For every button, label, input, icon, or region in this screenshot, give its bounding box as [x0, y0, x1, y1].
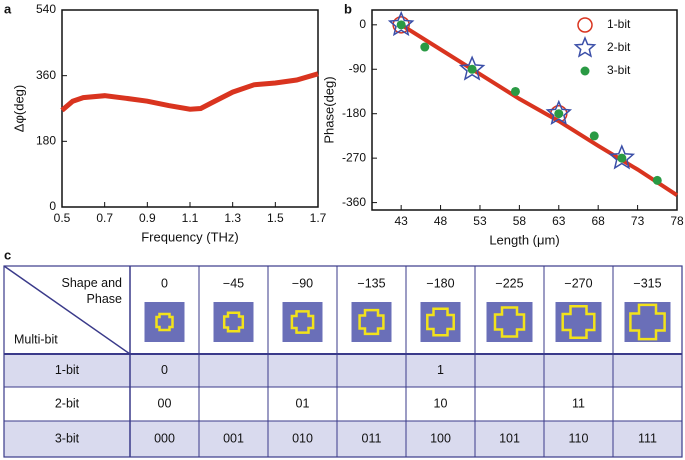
point [608, 144, 636, 170]
y-tick-label: -90 [349, 61, 367, 75]
column-header: −135 [357, 276, 385, 290]
point [458, 55, 486, 81]
point [510, 86, 520, 96]
x-tick-label: 1.1 [182, 211, 199, 225]
unit-cell-shape [561, 304, 596, 340]
point [545, 99, 573, 125]
legend-marker [580, 66, 590, 76]
row-shade [4, 354, 682, 387]
table-cell: 010 [292, 431, 313, 445]
unit-cell-shape [155, 312, 174, 332]
x-tick-label: 0.7 [96, 211, 113, 225]
column-header: −270 [564, 276, 592, 290]
x-axis-label: Frequency (THz) [141, 229, 239, 244]
unit-cell-shape [629, 303, 666, 341]
x-tick-label: 43 [394, 214, 408, 228]
table-cell: 110 [569, 431, 589, 445]
table-cell: 10 [434, 396, 448, 410]
panel-label: a [4, 1, 12, 16]
column-header: −225 [495, 276, 523, 290]
y-tick-label: 540 [36, 2, 56, 16]
unit-cell-icon [213, 302, 254, 342]
panel-label: b [344, 1, 352, 16]
table-cell: 011 [362, 431, 382, 445]
table-cell: 001 [223, 431, 244, 445]
table-cell: 101 [499, 431, 520, 445]
row-header: 1-bit [55, 363, 80, 377]
point [387, 10, 415, 37]
unit-cell-shape [358, 308, 385, 336]
y-tick-label: 180 [36, 134, 56, 148]
corner-label: Shape and Phase [62, 276, 123, 306]
x-tick-label: 0.9 [139, 211, 156, 225]
x-tick-label: 1.5 [267, 211, 284, 225]
y-tick-label: -270 [342, 150, 366, 164]
point [420, 42, 430, 52]
table-frame [3, 265, 683, 458]
x-tick-label: 63 [552, 214, 566, 228]
table-cell: 000 [154, 431, 175, 445]
legend-label: 1-bit [607, 17, 631, 31]
point [554, 109, 564, 119]
point [617, 153, 627, 163]
corner-label: Multi-bit [14, 332, 58, 346]
column-header: −45 [223, 276, 244, 290]
y-axis-label: Phase(deg) [321, 76, 336, 143]
table-cell: 1 [437, 363, 444, 377]
legend-label: 3-bit [607, 63, 631, 77]
unit-cell-icon [624, 302, 671, 342]
x-tick-label: 68 [592, 214, 606, 228]
x-axis-label: Length (μm) [489, 232, 559, 247]
point [652, 175, 662, 185]
table-cell: 0 [161, 363, 168, 377]
panel-label: c [4, 247, 11, 262]
row-shade [4, 421, 682, 457]
legend-marker [577, 17, 593, 33]
y-tick-label: -360 [342, 195, 366, 209]
plot-frame [371, 9, 678, 211]
column-header: −315 [633, 276, 661, 290]
point [396, 20, 406, 30]
row-header: 2-bit [55, 396, 80, 410]
y-axis-label: Δφ(deg) [11, 85, 26, 132]
unit-cell-shape [290, 310, 315, 334]
table-cell: 100 [430, 431, 451, 445]
unit-cell-icon [144, 302, 185, 342]
data-line [60, 71, 319, 113]
x-tick-label: 73 [631, 214, 645, 228]
unit-cell-icon [351, 302, 392, 342]
x-tick-label: 1.7 [310, 211, 327, 225]
y-tick-label: 0 [359, 17, 366, 31]
unit-cell-shape [493, 306, 526, 338]
column-header: −90 [292, 276, 313, 290]
y-tick-label: -180 [342, 106, 366, 120]
unit-cell-shape [222, 311, 245, 333]
table-cell: 111 [638, 431, 657, 445]
x-tick-label: 53 [473, 214, 487, 228]
y-tick-label: 0 [49, 199, 56, 213]
corner-diagonal [3, 265, 131, 355]
table-cell: 01 [296, 396, 310, 410]
point [589, 131, 599, 141]
x-tick-label: 1.3 [224, 211, 241, 225]
column-header: 0 [161, 276, 168, 290]
unit-cell-shape [426, 307, 455, 337]
table-cell: 11 [572, 396, 585, 410]
x-tick-label: 58 [513, 214, 527, 228]
legend-label: 2-bit [607, 40, 631, 54]
row-header: 3-bit [55, 431, 80, 445]
x-tick-label: 0.5 [54, 211, 71, 225]
legend-marker [573, 36, 597, 58]
column-header: −180 [426, 276, 454, 290]
x-tick-label: 48 [434, 214, 448, 228]
unit-cell-icon [282, 302, 323, 342]
y-tick-label: 360 [36, 68, 56, 82]
point [467, 64, 477, 74]
x-tick-label: 78 [670, 214, 684, 228]
data-line [400, 23, 679, 197]
table-cell: 00 [158, 396, 172, 410]
